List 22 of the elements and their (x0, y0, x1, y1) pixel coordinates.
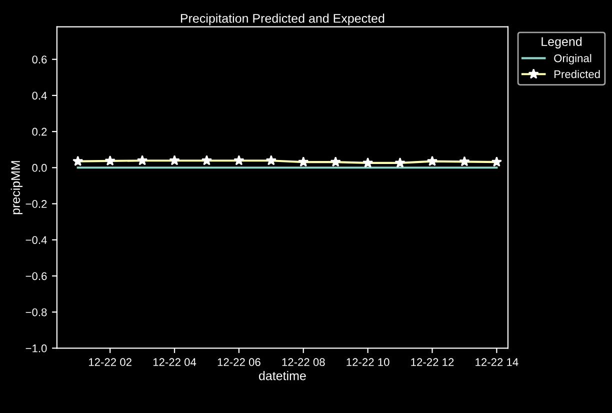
legend-title: Legend (542, 36, 582, 48)
y-tick-label: −0.8 (26, 308, 47, 316)
x-tick-label: 12-22 14 (476, 358, 518, 366)
legend-label: Original (554, 54, 592, 64)
chart-title: Precipitation Predicted and Expected (180, 14, 384, 26)
y-tick-label: −0.6 (26, 272, 47, 280)
y-tick-label: −1.0 (26, 344, 47, 352)
legend-label: Predicted (554, 70, 600, 78)
y-tick-label: −0.2 (26, 200, 47, 208)
x-tick-label: 12-22 02 (88, 358, 132, 366)
y-tick-label: 0.0 (32, 164, 47, 172)
y-tick-label: 0.4 (32, 92, 47, 100)
x-tick-label: 12-22 10 (346, 358, 390, 366)
x-tick-label: 12-22 04 (153, 358, 196, 366)
x-tick-label: 12-22 12 (411, 358, 454, 366)
x-tick-label: 12-22 06 (218, 358, 260, 366)
y-tick-label: 0.2 (32, 128, 47, 136)
y-tick-label: 0.6 (32, 56, 47, 64)
x-tick-label: 12-22 08 (282, 358, 325, 366)
x-axis-title: datetime (258, 371, 306, 380)
y-axis-title: precipMM (10, 161, 22, 214)
y-tick-label: −0.4 (26, 236, 47, 244)
